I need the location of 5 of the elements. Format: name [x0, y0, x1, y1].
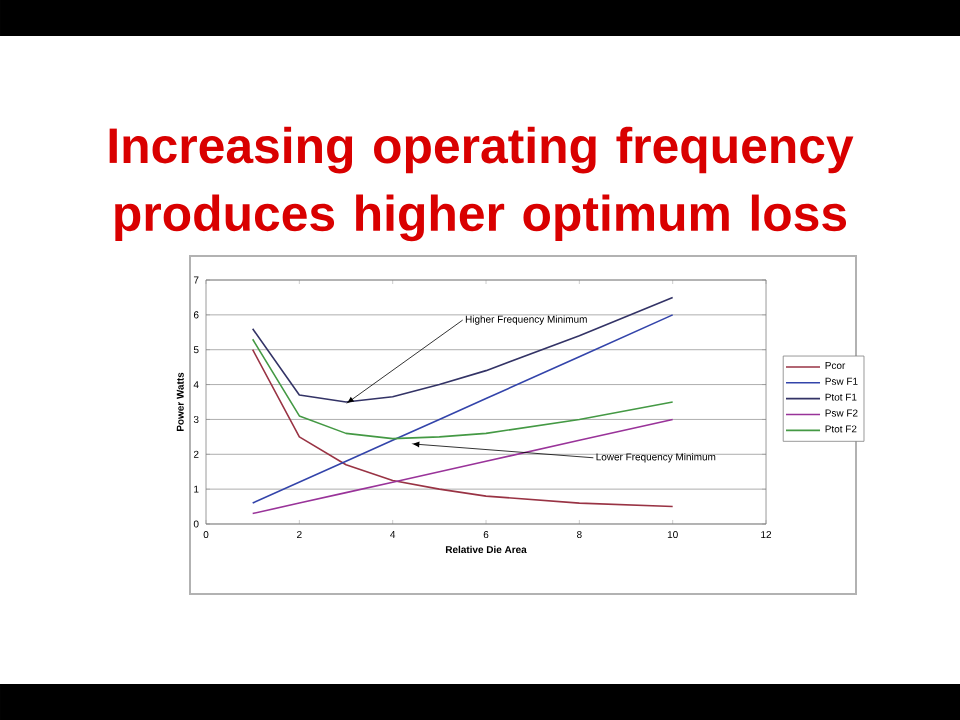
line-series [251, 296, 674, 403]
line-series [251, 338, 674, 440]
line-series [251, 418, 674, 515]
chart-title: Increasing operating frequency produces higher optimum loss [109, 126, 854, 242]
line-series [251, 348, 674, 508]
